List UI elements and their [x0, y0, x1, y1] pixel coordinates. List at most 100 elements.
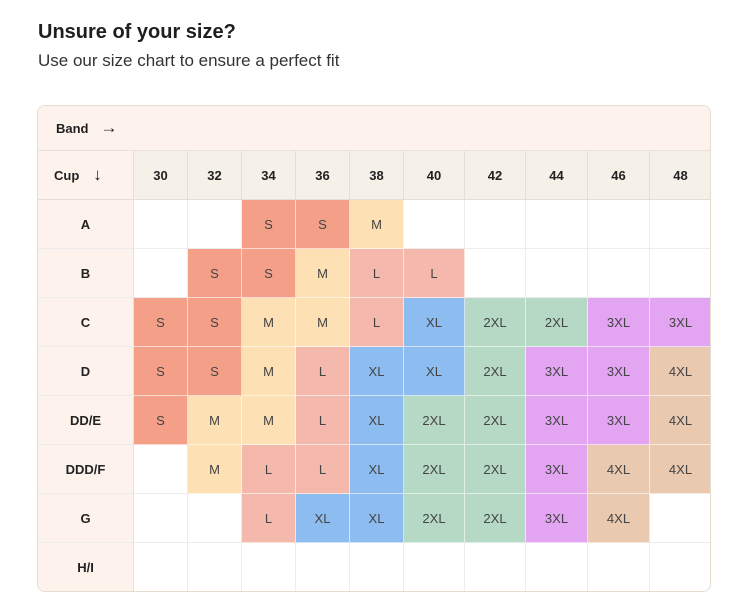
size-cell: 4XL [650, 347, 710, 396]
cup-label-cell: H/I [38, 543, 134, 591]
empty-cell [650, 494, 710, 543]
size-cell: 3XL [588, 298, 650, 347]
table-row: G L XL XL 2XL 2XL 3XL 4XL [38, 494, 710, 543]
size-cell: 4XL [650, 396, 710, 445]
size-cell: 3XL [526, 445, 588, 494]
empty-cell [526, 200, 588, 249]
empty-cell [242, 543, 296, 591]
empty-cell [188, 543, 242, 591]
empty-cell [588, 249, 650, 298]
size-cell: M [188, 445, 242, 494]
empty-cell [404, 200, 465, 249]
band-header-38: 38 [350, 151, 404, 200]
band-values-row: Cup ↓ 30 32 34 36 38 40 42 44 46 48 [38, 151, 710, 200]
cup-label-cell: A [38, 200, 134, 249]
page-subtitle: Use our size chart to ensure a perfect f… [38, 51, 340, 70]
empty-cell [650, 543, 710, 591]
size-cell: S [188, 347, 242, 396]
size-cell: XL [350, 347, 404, 396]
size-cell: M [242, 347, 296, 396]
size-cell: M [350, 200, 404, 249]
size-cell: 2XL [465, 396, 526, 445]
empty-cell [650, 200, 710, 249]
size-cell: L [242, 445, 296, 494]
empty-cell [588, 543, 650, 591]
size-grid: Cup ↓ 30 32 34 36 38 40 42 44 46 48 A S S M B S S M L L C S S M M L… [38, 151, 710, 591]
size-cell: 3XL [526, 396, 588, 445]
table-row: DDD/F M L L XL 2XL 2XL 3XL 4XL 4XL [38, 445, 710, 494]
size-cell: 3XL [526, 347, 588, 396]
band-header-32: 32 [188, 151, 242, 200]
empty-cell [404, 543, 465, 591]
size-cell: M [188, 396, 242, 445]
size-cell: 3XL [588, 347, 650, 396]
size-cell: S [188, 249, 242, 298]
empty-cell [134, 249, 188, 298]
size-cell: 4XL [588, 494, 650, 543]
down-arrow-icon: ↓ [93, 165, 102, 184]
right-arrow-icon: → [100, 118, 118, 137]
size-cell: XL [296, 494, 350, 543]
empty-cell [465, 200, 526, 249]
size-cell: S [134, 347, 188, 396]
size-cell: S [188, 298, 242, 347]
cup-label-cell: D [38, 347, 134, 396]
size-cell: 2XL [465, 298, 526, 347]
size-cell: S [134, 396, 188, 445]
size-cell: 2XL [465, 347, 526, 396]
size-cell: XL [404, 347, 465, 396]
table-row: DD/E S M M L XL 2XL 2XL 3XL 3XL 4XL [38, 396, 710, 445]
cup-label-cell: G [38, 494, 134, 543]
size-cell: 4XL [650, 445, 710, 494]
size-cell: 3XL [588, 396, 650, 445]
table-row: D S S M L XL XL 2XL 3XL 3XL 4XL [38, 347, 710, 396]
cup-label-cell: B [38, 249, 134, 298]
band-header-row: Band → [38, 106, 710, 151]
band-header-40: 40 [404, 151, 465, 200]
table-row: C S S M M L XL 2XL 2XL 3XL 3XL [38, 298, 710, 347]
empty-cell [296, 543, 350, 591]
empty-cell [134, 494, 188, 543]
size-cell: L [296, 396, 350, 445]
size-cell: S [296, 200, 350, 249]
page-title: Unsure of your size? [38, 21, 236, 43]
table-row: H/I [38, 543, 710, 591]
empty-cell [588, 200, 650, 249]
empty-cell [650, 249, 710, 298]
cup-label-cell: DDD/F [38, 445, 134, 494]
size-cell: L [350, 249, 404, 298]
band-header-34: 34 [242, 151, 296, 200]
band-header-42: 42 [465, 151, 526, 200]
empty-cell [134, 200, 188, 249]
size-cell: L [296, 347, 350, 396]
size-cell: XL [350, 494, 404, 543]
empty-cell [350, 543, 404, 591]
size-cell: 2XL [404, 396, 465, 445]
size-cell: M [242, 396, 296, 445]
empty-cell [134, 543, 188, 591]
size-cell: 2XL [465, 445, 526, 494]
size-cell: M [296, 298, 350, 347]
size-chart: Band → Cup ↓ 30 32 34 36 38 40 42 44 46 48 A S S M B S S M L… [37, 105, 711, 592]
empty-cell [526, 543, 588, 591]
size-cell: 2XL [526, 298, 588, 347]
size-cell: L [242, 494, 296, 543]
cup-label-cell: C [38, 298, 134, 347]
size-cell: L [296, 445, 350, 494]
band-header-44: 44 [526, 151, 588, 200]
band-header-48: 48 [650, 151, 710, 200]
band-header-30: 30 [134, 151, 188, 200]
size-cell: S [134, 298, 188, 347]
cup-label-cell: DD/E [38, 396, 134, 445]
empty-cell [526, 249, 588, 298]
cup-label: Cup [54, 167, 80, 183]
cup-header-cell: Cup ↓ [38, 151, 134, 200]
size-cell: 2XL [404, 494, 465, 543]
size-cell: 2XL [404, 445, 465, 494]
empty-cell [465, 249, 526, 298]
band-label: Band [56, 120, 89, 136]
size-cell: L [404, 249, 465, 298]
size-cell: XL [350, 396, 404, 445]
